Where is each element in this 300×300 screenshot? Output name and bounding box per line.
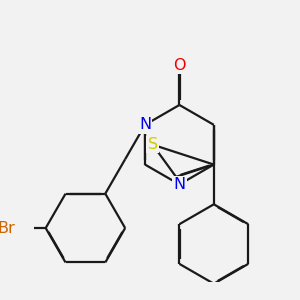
Text: N: N <box>139 117 151 132</box>
Text: O: O <box>173 58 186 73</box>
Text: Br: Br <box>0 220 15 236</box>
Text: S: S <box>148 137 158 152</box>
Text: N: N <box>173 177 185 192</box>
